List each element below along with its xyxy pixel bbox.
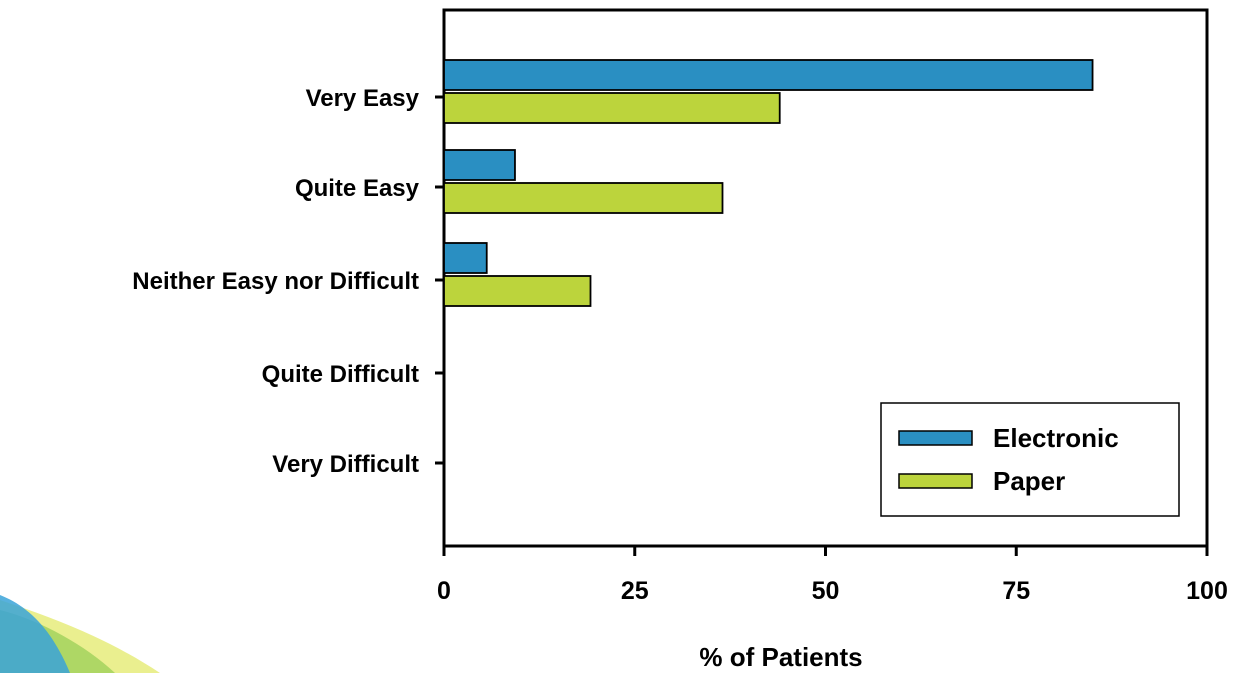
x-tick-label: 25 bbox=[621, 577, 649, 605]
bar-electronic-quite-easy bbox=[443, 149, 516, 181]
category-label: Very Easy bbox=[306, 85, 420, 112]
legend-label-paper: Paper bbox=[993, 466, 1065, 496]
decorative-swoosh bbox=[0, 595, 160, 673]
bar-paper-very-easy bbox=[443, 92, 781, 124]
bar-paper-neither-easy-nor-difficult bbox=[443, 275, 592, 307]
category-label: Very Difficult bbox=[272, 451, 419, 478]
x-tick-label: 100 bbox=[1186, 577, 1228, 605]
x-tick-label: 50 bbox=[812, 577, 840, 605]
x-ticks-group: 0 25 50 75 100 bbox=[437, 546, 1228, 605]
bar-electronic-neither-easy-nor-difficult bbox=[443, 242, 488, 274]
swoosh-blue bbox=[0, 595, 70, 673]
category-ticks-group: Very Easy Quite Easy Neither Easy nor Diff… bbox=[132, 85, 444, 478]
legend: Electronic Paper bbox=[880, 402, 1180, 517]
x-axis-title: % of Patients bbox=[699, 642, 862, 672]
category-label: Neither Easy nor Difficult bbox=[132, 268, 419, 295]
category-label: Quite Difficult bbox=[262, 361, 419, 388]
legend-box bbox=[880, 402, 1180, 517]
legend-label-electronic: Electronic bbox=[993, 423, 1119, 453]
category-label: Quite Easy bbox=[295, 175, 420, 202]
x-tick-label: 75 bbox=[1002, 577, 1030, 605]
legend-swatch-electronic bbox=[898, 430, 973, 446]
x-tick-label: 0 bbox=[437, 577, 451, 605]
legend-swatch-paper bbox=[898, 473, 973, 489]
bars-group bbox=[443, 59, 1094, 307]
bar-paper-quite-easy bbox=[443, 182, 724, 214]
bar-electronic-very-easy bbox=[443, 59, 1094, 91]
